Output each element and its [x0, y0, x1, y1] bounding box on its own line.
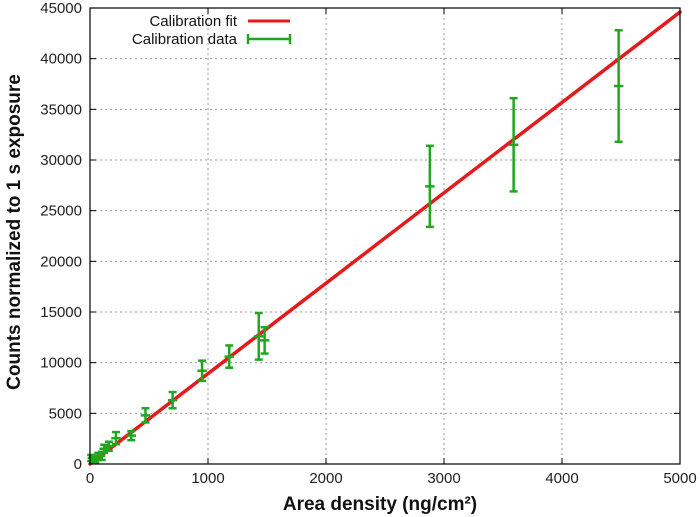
plot-frame [89, 7, 681, 465]
calibration-data-point [111, 430, 121, 446]
calibration-data-point [224, 344, 234, 369]
y-axis-ticks: 0 5000 10000 15000 20000 25000 30000 35000 40000… [40, 0, 680, 473]
x-tick-label: 1000 [191, 470, 224, 487]
x-tick-label: 4000 [545, 470, 578, 487]
calibration-data-point [425, 144, 435, 229]
y-tick-label: 30000 [40, 152, 82, 169]
y-tick-label: 5000 [49, 405, 82, 422]
y-tick-label: 25000 [40, 203, 82, 220]
data-layer [87, 29, 624, 464]
y-tick-label: 45000 [40, 0, 82, 17]
y-tick-label: 10000 [40, 355, 82, 372]
x-axis-ticks: 0 1000 2000 3000 4000 5000 [86, 8, 697, 487]
x-tick-label: 0 [86, 470, 94, 487]
calibration-data-point [254, 311, 264, 361]
y-tick-label: 40000 [40, 51, 82, 68]
calibration-data-point [259, 325, 270, 355]
legend-label-fit: Calibration fit [149, 13, 237, 30]
legend: Calibration fit Calibration data [132, 13, 292, 48]
fit-layer [88, 10, 682, 466]
y-tick-label: 20000 [40, 253, 82, 270]
x-tick-label: 3000 [427, 470, 460, 487]
x-tick-label: 5000 [663, 470, 696, 487]
legend-label-data: Calibration data [132, 31, 238, 48]
calibration-data-point [126, 429, 137, 442]
calibration-data-point [197, 359, 207, 383]
calibration-data-point [613, 29, 624, 144]
y-tick-label: 0 [74, 456, 82, 473]
y-axis-title: Counts normalized to 1 s exposure [4, 74, 25, 390]
x-tick-label: 2000 [309, 470, 342, 487]
calibration-data-point [104, 440, 114, 453]
y-tick-label: 15000 [40, 304, 82, 321]
y-tick-label: 35000 [40, 101, 82, 118]
calibration-data-point [508, 96, 519, 193]
legend-swatch-data [246, 34, 292, 44]
calibration-data-point [167, 390, 178, 410]
x-axis-title: Area density (ng/cm²) [283, 494, 477, 515]
calibration-data-point [140, 407, 151, 424]
calibration-fit-line [88, 10, 682, 466]
grid [90, 8, 680, 464]
